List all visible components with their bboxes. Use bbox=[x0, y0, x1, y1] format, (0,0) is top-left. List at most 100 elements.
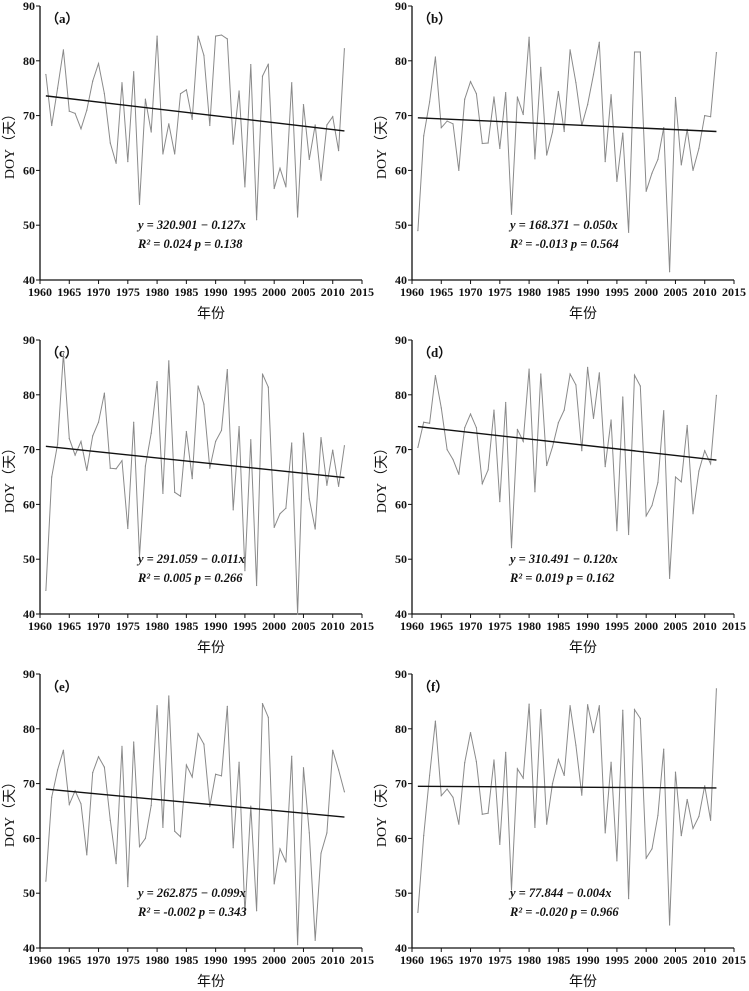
x-tick-label: 1985 bbox=[174, 953, 198, 967]
data-point bbox=[534, 826, 536, 829]
data-point bbox=[343, 791, 346, 793]
data-point bbox=[320, 179, 322, 181]
data-point bbox=[704, 450, 706, 452]
data-point bbox=[115, 468, 117, 470]
y-tick-label: 70 bbox=[395, 777, 407, 791]
data-point bbox=[74, 790, 76, 792]
data-point bbox=[546, 823, 548, 825]
regression-stats: R² = -0.020 p = 0.966 bbox=[509, 905, 619, 919]
data-point bbox=[238, 761, 240, 763]
data-point bbox=[692, 827, 694, 830]
data-point bbox=[505, 91, 507, 94]
data-point bbox=[115, 162, 117, 164]
data-point bbox=[587, 366, 589, 368]
data-point bbox=[633, 374, 636, 376]
data-point bbox=[320, 436, 322, 439]
y-tick-label: 60 bbox=[23, 163, 35, 177]
chart-panel-e: 40 50 60 70 80 90 1960 1965 1970 1975 1980 1985 1990… bbox=[2, 667, 374, 990]
data-point bbox=[563, 130, 565, 133]
data-point bbox=[639, 51, 641, 53]
y-tick-label: 40 bbox=[23, 607, 35, 621]
regression-stats: R² = 0.019 p = 0.162 bbox=[509, 571, 614, 585]
data-point bbox=[663, 127, 665, 129]
data-point bbox=[92, 772, 94, 774]
y-tick-label: 80 bbox=[395, 54, 407, 68]
x-tick-label: 1975 bbox=[116, 953, 140, 967]
data-point bbox=[320, 852, 322, 854]
data-point bbox=[56, 87, 59, 89]
data-point bbox=[115, 863, 117, 865]
x-tick-label: 1990 bbox=[576, 953, 600, 967]
data-point bbox=[291, 755, 293, 757]
data-point bbox=[522, 113, 524, 116]
x-tick-label: 2010 bbox=[693, 285, 717, 299]
data-point bbox=[279, 848, 281, 850]
x-tick-label: 1980 bbox=[145, 953, 169, 967]
data-point bbox=[575, 82, 577, 84]
data-point bbox=[156, 381, 158, 383]
data-point bbox=[592, 732, 595, 734]
data-point bbox=[121, 459, 123, 462]
data-point bbox=[244, 912, 246, 915]
y-tick-label: 60 bbox=[395, 163, 407, 177]
data-point bbox=[168, 360, 170, 362]
data-point bbox=[285, 507, 287, 509]
data-point bbox=[516, 428, 518, 430]
data-point bbox=[220, 775, 223, 777]
data-point bbox=[581, 794, 583, 796]
data-point bbox=[127, 161, 129, 163]
x-tick-label: 1970 bbox=[459, 953, 483, 967]
data-point bbox=[256, 584, 258, 587]
regression-stats: R² = -0.013 p = 0.564 bbox=[509, 237, 619, 251]
x-tick-label: 1975 bbox=[116, 285, 140, 299]
data-point bbox=[698, 815, 700, 818]
x-tick-label: 1960 bbox=[400, 953, 424, 967]
x-tick-label: 2010 bbox=[693, 953, 717, 967]
x-tick-label: 2005 bbox=[663, 953, 687, 967]
data-point bbox=[279, 513, 281, 515]
x-tick-label: 1980 bbox=[145, 619, 169, 633]
data-point bbox=[185, 430, 187, 433]
x-tick-label: 1970 bbox=[87, 619, 111, 633]
data-point bbox=[238, 90, 240, 92]
data-point bbox=[692, 169, 694, 171]
data-point bbox=[434, 375, 437, 377]
x-tick-label: 1995 bbox=[605, 953, 629, 967]
data-point bbox=[592, 417, 595, 419]
data-point bbox=[680, 481, 682, 483]
y-tick-label: 50 bbox=[23, 886, 35, 900]
data-point bbox=[540, 373, 542, 375]
data-point bbox=[434, 56, 437, 58]
data-point bbox=[628, 231, 630, 233]
data-point bbox=[598, 41, 600, 43]
data-point bbox=[428, 774, 431, 776]
regression-equation: y = 291.059 − 0.011x bbox=[136, 552, 245, 566]
x-tick-label: 2005 bbox=[663, 285, 687, 299]
data-point bbox=[109, 467, 111, 469]
data-point bbox=[704, 785, 706, 787]
data-point bbox=[540, 66, 542, 68]
data-point bbox=[528, 368, 530, 370]
data-point bbox=[226, 368, 228, 371]
data-point bbox=[203, 743, 205, 745]
data-point bbox=[481, 482, 483, 485]
data-point bbox=[464, 98, 466, 100]
y-axis-label: DOY（天） bbox=[374, 441, 390, 513]
x-tick-label: 1975 bbox=[488, 953, 512, 967]
data-point bbox=[86, 109, 88, 111]
data-point bbox=[698, 470, 700, 472]
data-point bbox=[45, 589, 47, 592]
x-tick-label: 1985 bbox=[546, 953, 570, 967]
data-point bbox=[261, 75, 264, 77]
data-point bbox=[569, 705, 571, 707]
data-point bbox=[174, 153, 176, 155]
data-point bbox=[297, 613, 299, 615]
y-axis-label: DOY（天） bbox=[2, 775, 18, 847]
data-point bbox=[686, 424, 688, 427]
y-tick-label: 70 bbox=[23, 777, 35, 791]
data-point bbox=[657, 481, 659, 484]
data-point bbox=[651, 504, 653, 507]
data-point bbox=[273, 883, 275, 885]
x-tick-label: 1985 bbox=[174, 619, 198, 633]
